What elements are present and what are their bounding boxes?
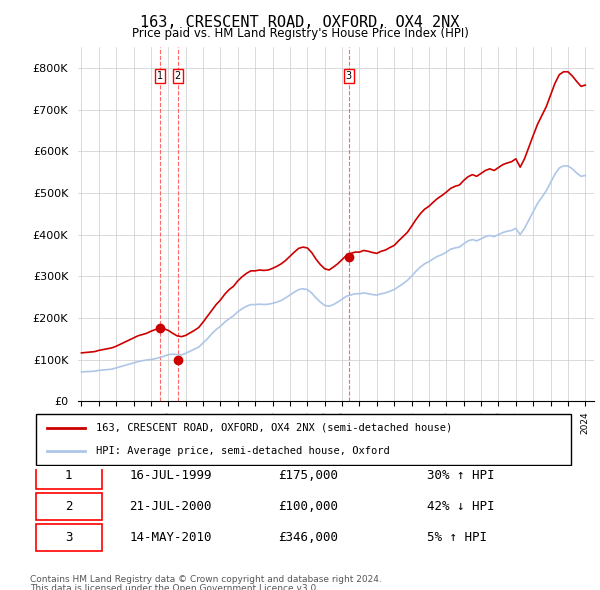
Text: 42% ↓ HPI: 42% ↓ HPI [427, 500, 495, 513]
Text: 1: 1 [157, 71, 163, 81]
Text: 16-JUL-1999: 16-JUL-1999 [130, 468, 212, 482]
Text: This data is licensed under the Open Government Licence v3.0.: This data is licensed under the Open Gov… [30, 584, 319, 590]
Text: £175,000: £175,000 [278, 468, 338, 482]
FancyBboxPatch shape [35, 524, 102, 550]
Text: 5% ↑ HPI: 5% ↑ HPI [427, 530, 487, 544]
Text: 21-JUL-2000: 21-JUL-2000 [130, 500, 212, 513]
Text: 2: 2 [175, 71, 181, 81]
FancyBboxPatch shape [35, 462, 102, 489]
Text: HPI: Average price, semi-detached house, Oxford: HPI: Average price, semi-detached house,… [96, 446, 390, 456]
Text: 163, CRESCENT ROAD, OXFORD, OX4 2NX (semi-detached house): 163, CRESCENT ROAD, OXFORD, OX4 2NX (sem… [96, 423, 452, 433]
Text: 163, CRESCENT ROAD, OXFORD, OX4 2NX: 163, CRESCENT ROAD, OXFORD, OX4 2NX [140, 15, 460, 30]
Text: 3: 3 [65, 530, 73, 544]
Text: 1: 1 [65, 468, 73, 482]
FancyBboxPatch shape [35, 414, 571, 465]
Text: 30% ↑ HPI: 30% ↑ HPI [427, 468, 495, 482]
Text: Price paid vs. HM Land Registry's House Price Index (HPI): Price paid vs. HM Land Registry's House … [131, 27, 469, 40]
Text: 14-MAY-2010: 14-MAY-2010 [130, 530, 212, 544]
Text: 2: 2 [65, 500, 73, 513]
Text: Contains HM Land Registry data © Crown copyright and database right 2024.: Contains HM Land Registry data © Crown c… [30, 575, 382, 584]
FancyBboxPatch shape [35, 493, 102, 520]
Text: £100,000: £100,000 [278, 500, 338, 513]
Text: 3: 3 [346, 71, 352, 81]
Text: £346,000: £346,000 [278, 530, 338, 544]
